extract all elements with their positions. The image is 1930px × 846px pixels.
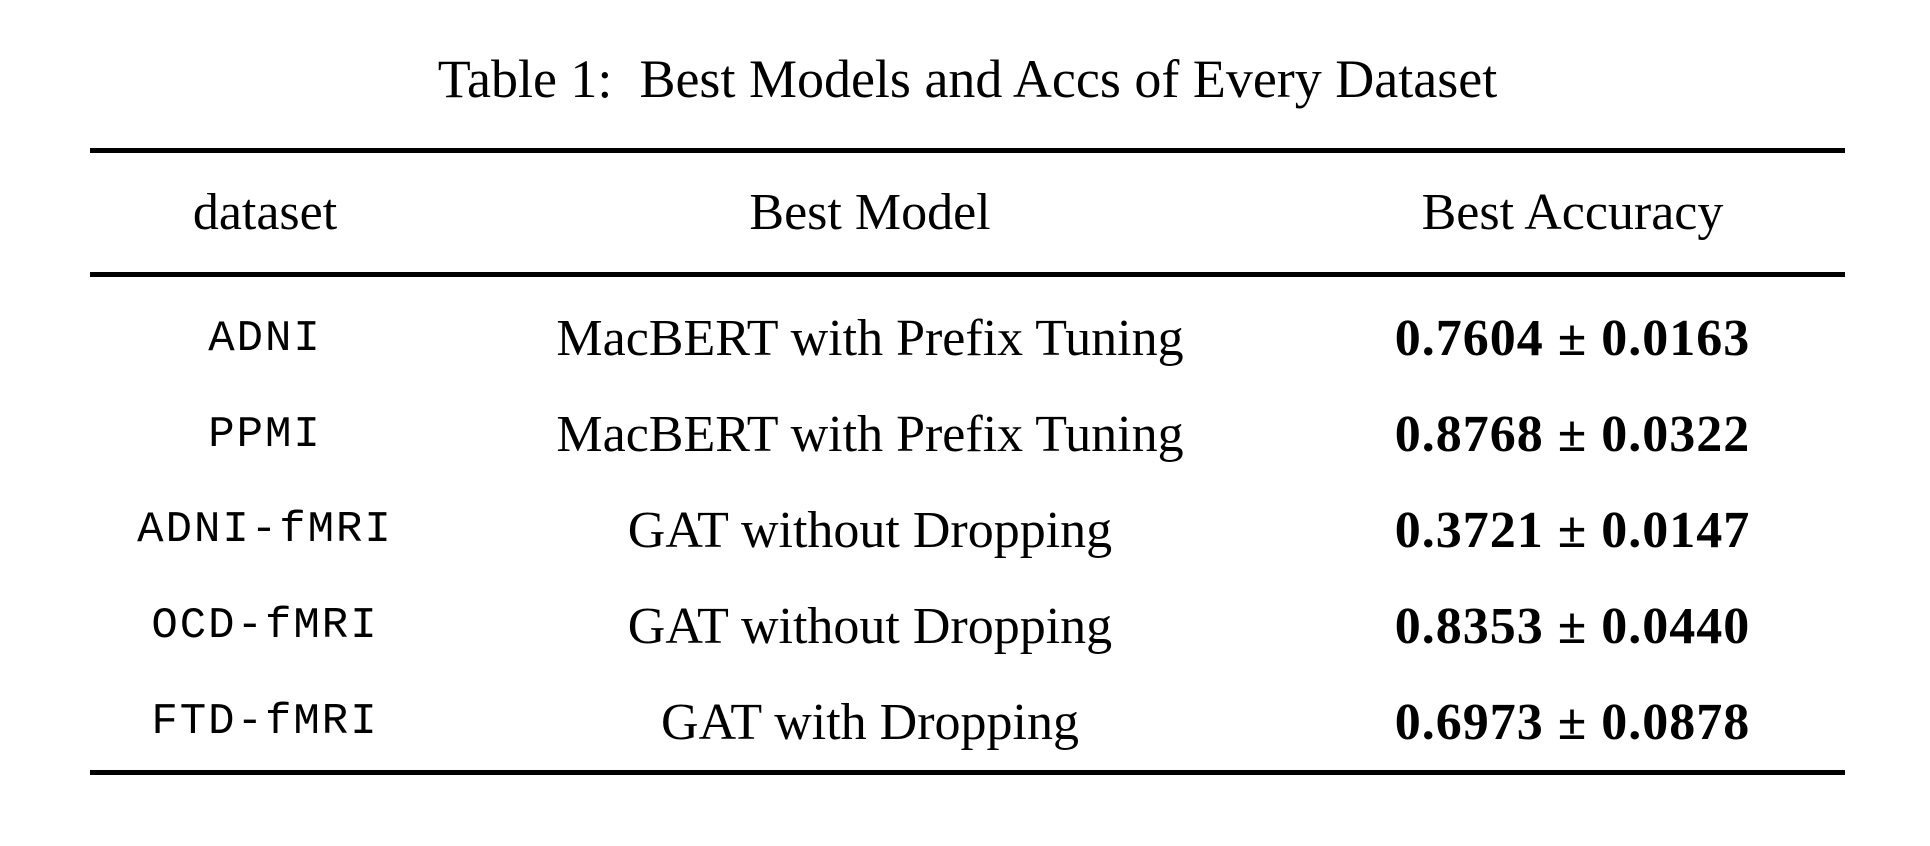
dataset-cell: OCD-fMRI <box>151 601 379 652</box>
table-body: ADNI MacBERT with Prefix Tuning 0.7604 ±… <box>90 277 1845 770</box>
table-row: OCD-fMRI GAT without Dropping 0.8353 ± 0… <box>90 578 1845 674</box>
dataset-cell: ADNI-fMRI <box>137 505 393 556</box>
best-model-cell: GAT with Dropping <box>661 693 1079 751</box>
best-model-cell: GAT without Dropping <box>627 501 1113 559</box>
table-row: ADNI-fMRI GAT without Dropping 0.3721 ± … <box>90 483 1845 579</box>
table-row: ADNI MacBERT with Prefix Tuning 0.7604 ±… <box>90 291 1845 387</box>
table-top-rule <box>90 148 1845 153</box>
column-header-best-accuracy: Best Accuracy <box>1421 184 1724 241</box>
dataset-cell: PPMI <box>208 409 322 460</box>
column-header-best-model: Best Model <box>749 184 991 241</box>
best-accuracy-cell: 0.6973 ± 0.0878 <box>1394 693 1751 751</box>
dataset-cell: ADNI <box>208 313 322 364</box>
table-bottom-rule <box>90 770 1845 775</box>
best-accuracy-cell: 0.3721 ± 0.0147 <box>1394 501 1751 559</box>
table-header-rule <box>90 272 1845 277</box>
best-accuracy-cell: 0.8768 ± 0.0322 <box>1394 406 1751 464</box>
table-row: PPMI MacBERT with Prefix Tuning 0.8768 ±… <box>90 387 1845 483</box>
best-model-cell: MacBERT with Prefix Tuning <box>556 406 1184 464</box>
best-accuracy-cell: 0.7604 ± 0.0163 <box>1394 310 1751 368</box>
table-row: FTD-fMRI GAT with Dropping 0.6973 ± 0.08… <box>90 674 1845 770</box>
best-model-cell: GAT without Dropping <box>627 597 1113 655</box>
table-header-row: dataset Best Model Best Accuracy <box>90 153 1845 272</box>
best-model-cell: MacBERT with Prefix Tuning <box>556 310 1184 368</box>
dataset-cell: FTD-fMRI <box>151 697 379 748</box>
table-caption: Table 1: Best Models and Accs of Every D… <box>437 49 1498 109</box>
best-accuracy-cell: 0.8353 ± 0.0440 <box>1394 597 1751 655</box>
column-header-dataset: dataset <box>192 184 338 241</box>
